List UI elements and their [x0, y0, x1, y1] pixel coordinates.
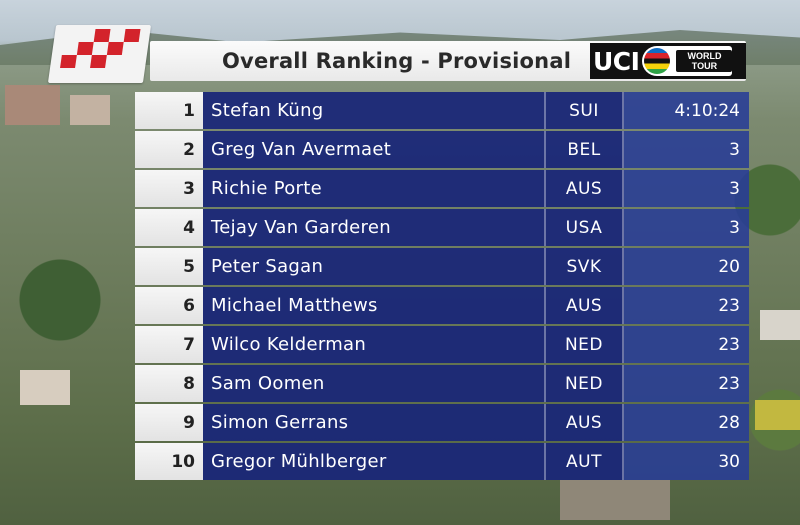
rider-name-cell: Peter Sagan [203, 248, 546, 285]
time-cell: 23 [624, 326, 749, 363]
rank-cell: 9 [135, 404, 203, 441]
building [5, 85, 60, 125]
time-cell: 23 [624, 365, 749, 402]
building [20, 370, 70, 405]
rider-name-cell: Wilco Kelderman [203, 326, 546, 363]
rider-name-cell: Greg Van Avermaet [203, 131, 546, 168]
rainbow-stripes-icon [644, 48, 671, 74]
building [755, 400, 800, 430]
building [70, 95, 110, 125]
rider-name-cell: Michael Matthews [203, 287, 546, 324]
time-cell: 4:10:24 [624, 92, 749, 129]
world-tour-label: WORLD TOUR [676, 50, 733, 72]
ranking-table: 1 Stefan Küng SUI 4:10:24 2 Greg Van Ave… [135, 91, 749, 481]
rider-name-cell: Gregor Mühlberger [203, 443, 546, 480]
rank-cell: 6 [135, 287, 203, 324]
ranking-row: 5 Peter Sagan SVK 20 [135, 247, 749, 286]
time-cell: 28 [624, 404, 749, 441]
time-cell: 23 [624, 287, 749, 324]
rank-cell: 10 [135, 443, 203, 480]
nation-cell: AUS [546, 170, 624, 207]
rider-name-cell: Richie Porte [203, 170, 546, 207]
time-cell: 3 [624, 131, 749, 168]
rank-cell: 1 [135, 92, 203, 129]
rider-name-cell: Tejay Van Garderen [203, 209, 546, 246]
rank-cell: 3 [135, 170, 203, 207]
rank-cell: 7 [135, 326, 203, 363]
nation-cell: SUI [546, 92, 624, 129]
ranking-row: 9 Simon Gerrans AUS 28 [135, 403, 749, 442]
ranking-row: 4 Tejay Van Garderen USA 3 [135, 208, 749, 247]
rank-cell: 2 [135, 131, 203, 168]
nation-cell: AUS [546, 404, 624, 441]
time-cell: 20 [624, 248, 749, 285]
ranking-row: 2 Greg Van Avermaet BEL 3 [135, 130, 749, 169]
time-cell: 3 [624, 209, 749, 246]
nation-cell: USA [546, 209, 624, 246]
nation-cell: BEL [546, 131, 624, 168]
rank-cell: 5 [135, 248, 203, 285]
building [560, 480, 670, 520]
rider-name-cell: Simon Gerrans [203, 404, 546, 441]
nation-cell: NED [546, 365, 624, 402]
world-tour-badge: WORLD TOUR [642, 46, 733, 76]
ranking-row: 1 Stefan Küng SUI 4:10:24 [135, 91, 749, 130]
rank-cell: 4 [135, 209, 203, 246]
nation-cell: AUT [546, 443, 624, 480]
nation-cell: NED [546, 326, 624, 363]
building [760, 310, 800, 340]
uci-logo: UCI WORLD TOUR [590, 43, 746, 79]
time-cell: 30 [624, 443, 749, 480]
ranking-row: 6 Michael Matthews AUS 23 [135, 286, 749, 325]
nation-cell: AUS [546, 287, 624, 324]
nation-cell: SVK [546, 248, 624, 285]
rank-cell: 8 [135, 365, 203, 402]
uci-logo-text: UCI [593, 46, 640, 76]
ranking-row: 3 Richie Porte AUS 3 [135, 169, 749, 208]
ranking-title: Overall Ranking - Provisional [222, 49, 572, 73]
rider-name-cell: Stefan Küng [203, 92, 546, 129]
ranking-row: 8 Sam Oomen NED 23 [135, 364, 749, 403]
ranking-row: 7 Wilco Kelderman NED 23 [135, 325, 749, 364]
rider-name-cell: Sam Oomen [203, 365, 546, 402]
ranking-row: 10 Gregor Mühlberger AUT 30 [135, 442, 749, 481]
race-logo-checkered-icon [47, 25, 152, 83]
time-cell: 3 [624, 170, 749, 207]
